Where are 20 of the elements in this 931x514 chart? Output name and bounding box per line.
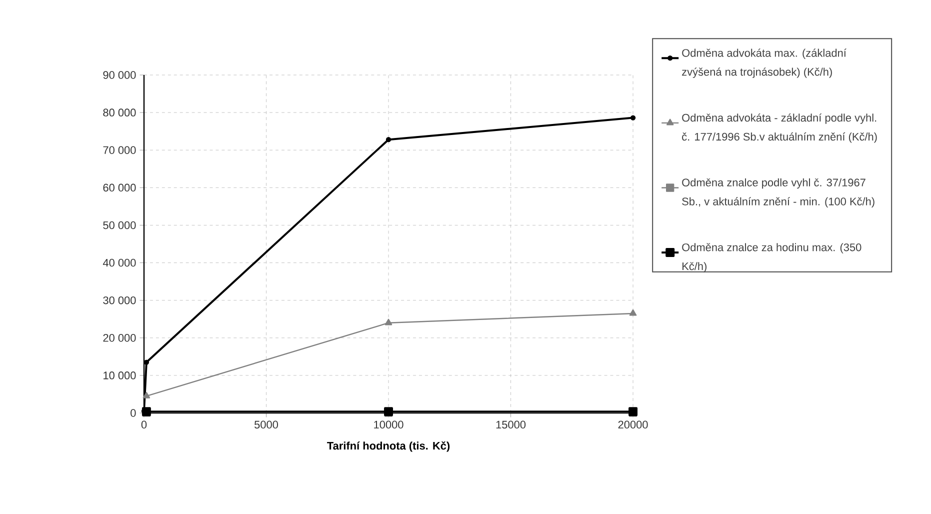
y-tick-label: 0 [130, 409, 136, 417]
y-tick-label: 60 000 [103, 184, 136, 192]
legend-label: Odměna advokáta max. (základní zvýšená na trojnásobek) (Kč/h) [682, 48, 846, 78]
x-axis-title: Tarifní hodnota (tis. Kč) [327, 441, 450, 452]
x-tick-label: 5000 [254, 420, 278, 429]
y-tick-label: 30 000 [103, 296, 136, 304]
y-tick-label: 20 000 [103, 334, 136, 342]
y-tick-label: 40 000 [102, 258, 136, 267]
x-tick-label: 15000 [496, 420, 526, 429]
legend-label: Odměna znalce za hodinu max. (350 Kč/h) [682, 243, 862, 272]
x-tick-label: 0 [141, 420, 147, 429]
legend-label: Odměna znalce podle vyhl č. 37/1967 Sb., v aktuálním znění - min. (100 Kč/h) [682, 178, 874, 208]
y-tick-label: 70 000 [103, 146, 136, 154]
x-tick-label: 10000 [374, 420, 404, 429]
x-tick-label: 20000 [618, 420, 648, 429]
y-tick-label: 80 000 [103, 108, 136, 116]
legend-label: Odměna advokáta - základní podle vyhl. č. 177/1996 Sb.v aktuálním znění (Kč/h) [682, 114, 877, 143]
y-tick-label: 10 000 [104, 372, 136, 380]
y-tick-label: 50 000 [103, 221, 136, 230]
y-tick-label: 90 000 [103, 71, 136, 79]
